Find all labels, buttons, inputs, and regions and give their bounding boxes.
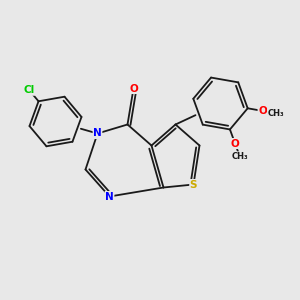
- Text: CH₃: CH₃: [267, 109, 284, 118]
- Text: Cl: Cl: [24, 85, 35, 95]
- Text: S: S: [190, 179, 197, 190]
- Text: O: O: [231, 139, 239, 148]
- Text: O: O: [258, 106, 267, 116]
- Text: O: O: [129, 83, 138, 94]
- Text: CH₃: CH₃: [231, 152, 248, 161]
- Text: N: N: [105, 191, 114, 202]
- Text: N: N: [93, 128, 102, 139]
